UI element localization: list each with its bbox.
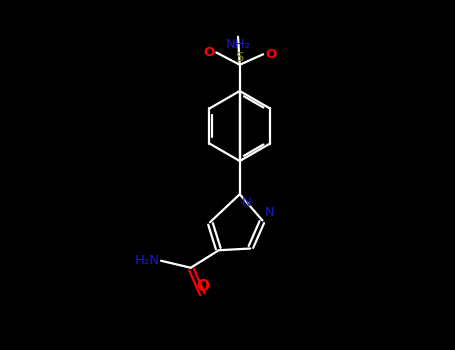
Text: O: O: [197, 279, 209, 294]
Text: O: O: [203, 46, 215, 59]
Text: N: N: [242, 196, 251, 209]
Text: H₂N: H₂N: [134, 254, 159, 267]
Text: N: N: [264, 206, 274, 219]
Text: NH₂: NH₂: [226, 38, 251, 51]
Text: O: O: [265, 48, 276, 61]
Text: S: S: [236, 51, 244, 64]
